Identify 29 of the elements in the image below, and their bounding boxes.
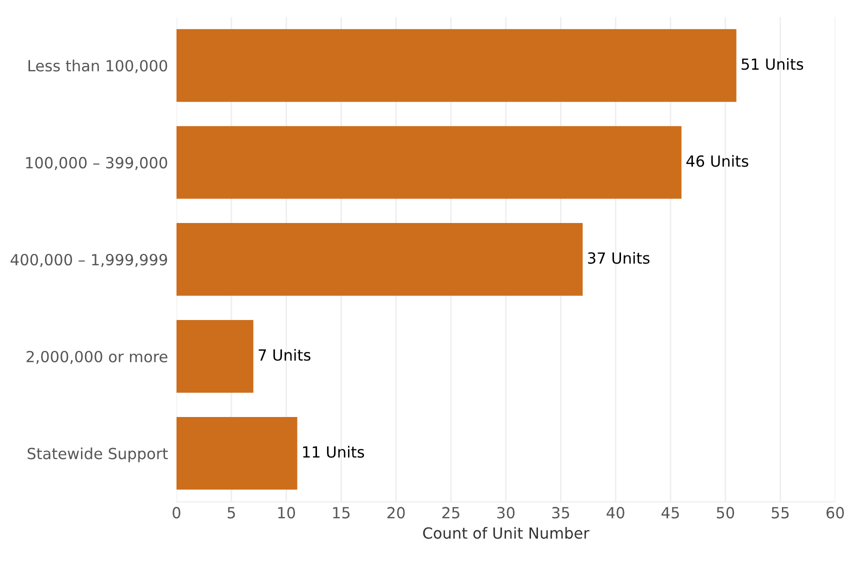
x-tick-label: 20 (387, 506, 405, 518)
data-label: 7 Units (258, 348, 310, 361)
bar (176, 416, 298, 490)
x-tick-label: 15 (333, 507, 350, 518)
bar (176, 223, 583, 296)
x-tick-label: 45 (662, 507, 679, 518)
bar (176, 29, 736, 102)
y-tick-label: 2,000,000 or more (26, 350, 168, 364)
y-tick-label: 100,000 – 399,000 (26, 156, 168, 170)
x-tick-label: 5 (228, 507, 235, 518)
bar (176, 320, 254, 393)
x-tick-label: 50 (716, 506, 734, 518)
x-tick-label: 30 (497, 506, 515, 518)
x-tick-label: 10 (278, 506, 295, 518)
data-label: 46 Units (686, 155, 748, 167)
y-tick-label: 400,000 – 1,999,999 (10, 254, 168, 267)
data-label: 11 Units (303, 446, 364, 458)
bar (176, 126, 682, 199)
data-label: 51 Units (742, 58, 804, 70)
x-tick-label: 0 (172, 506, 180, 518)
x-axis-title: Count of Unit Number (423, 527, 590, 539)
x-tick-label: 25 (442, 506, 460, 518)
y-tick-label: Statewide Support (28, 448, 168, 462)
data-label: 37 Units (588, 252, 650, 264)
x-tick-label: 60 (826, 506, 844, 518)
x-tick-label: 35 (552, 506, 570, 518)
y-tick-label: Less than 100,000 (28, 60, 168, 74)
x-tick-label: 40 (606, 506, 624, 518)
x-tick-label: 55 (772, 507, 789, 518)
